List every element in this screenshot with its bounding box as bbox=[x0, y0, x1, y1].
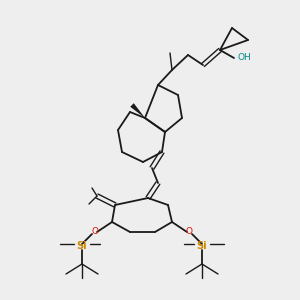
Text: O: O bbox=[185, 227, 193, 236]
Text: Si: Si bbox=[77, 241, 87, 251]
Polygon shape bbox=[130, 103, 145, 118]
Text: Si: Si bbox=[197, 241, 207, 251]
Text: OH: OH bbox=[238, 53, 252, 62]
Text: O: O bbox=[92, 227, 98, 236]
